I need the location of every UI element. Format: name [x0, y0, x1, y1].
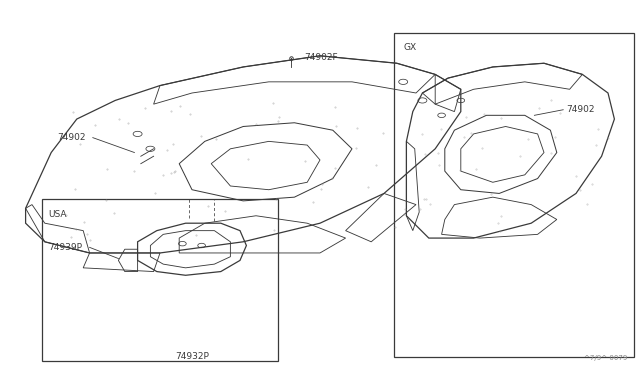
- Bar: [42, 199, 278, 361]
- Text: GX: GX: [403, 43, 417, 52]
- Text: USA: USA: [48, 210, 67, 219]
- Bar: [394, 33, 634, 357]
- Text: 74902: 74902: [566, 105, 595, 114]
- Text: 74902: 74902: [58, 133, 86, 142]
- Text: 74939P: 74939P: [48, 243, 82, 252]
- Text: 74932P: 74932P: [175, 352, 209, 360]
- Text: 74902F: 74902F: [304, 53, 338, 62]
- Text: ^7/9^ 0079: ^7/9^ 0079: [584, 355, 627, 361]
